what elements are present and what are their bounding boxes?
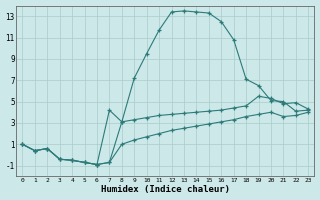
X-axis label: Humidex (Indice chaleur): Humidex (Indice chaleur): [101, 185, 230, 194]
